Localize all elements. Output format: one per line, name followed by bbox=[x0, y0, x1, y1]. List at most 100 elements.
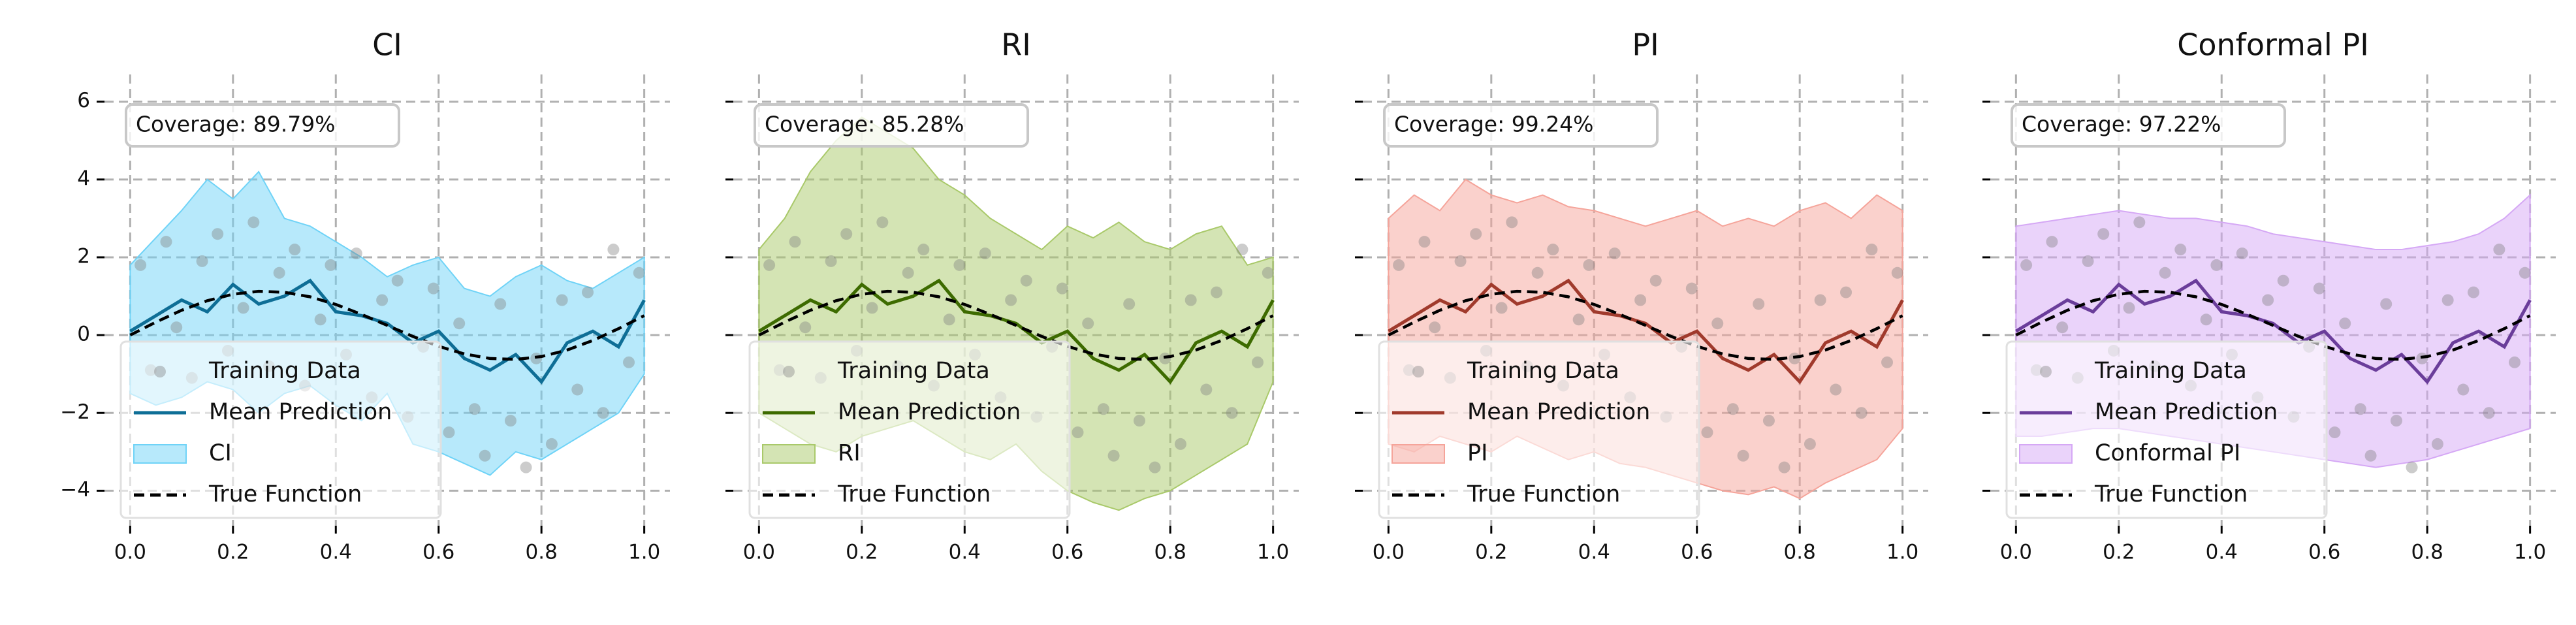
training-point bbox=[1866, 244, 1878, 256]
training-point bbox=[2380, 298, 2393, 310]
training-point bbox=[1393, 259, 1405, 271]
training-point bbox=[2354, 403, 2366, 415]
x-tick-label: 0.0 bbox=[2000, 541, 2032, 564]
training-point bbox=[2056, 321, 2069, 334]
training-point bbox=[289, 244, 301, 256]
legend-label: True Function bbox=[208, 481, 362, 507]
training-point bbox=[247, 216, 260, 229]
true-function-line bbox=[129, 289, 645, 361]
annotation-box bbox=[125, 103, 400, 148]
annotation-box bbox=[2011, 103, 2286, 148]
x-tick-label: 0.0 bbox=[114, 541, 146, 564]
x-tick-label: 0.8 bbox=[526, 541, 558, 564]
x-tick-label: 0.8 bbox=[2411, 541, 2443, 564]
true-function-line bbox=[1388, 289, 1903, 361]
training-point bbox=[2236, 248, 2248, 260]
training-point bbox=[1123, 298, 1136, 310]
legend-label: Training Data bbox=[208, 358, 361, 384]
coverage-annotation: Coverage: 97.22% bbox=[2022, 112, 2221, 137]
training-point bbox=[170, 321, 183, 334]
training-point bbox=[607, 244, 620, 256]
legend-marker bbox=[133, 444, 187, 464]
training-point bbox=[1572, 313, 1585, 326]
training-point bbox=[2097, 228, 2110, 240]
x-tick-label: 1.0 bbox=[2514, 541, 2546, 564]
training-point bbox=[1891, 266, 1903, 279]
training-point bbox=[2123, 302, 2135, 314]
training-point bbox=[2046, 236, 2058, 248]
training-point bbox=[1097, 403, 1109, 415]
training-point bbox=[2509, 356, 2521, 368]
training-point bbox=[2262, 294, 2274, 306]
training-point bbox=[1020, 274, 1032, 287]
training-point bbox=[1056, 282, 1068, 295]
training-point bbox=[2457, 383, 2470, 396]
training-point bbox=[1495, 302, 1508, 314]
y-tick-label: 0 bbox=[77, 323, 90, 346]
training-point bbox=[840, 228, 853, 240]
true-function-line bbox=[758, 289, 1274, 361]
training-point bbox=[633, 266, 645, 279]
legend-marker bbox=[1412, 366, 1424, 377]
training-point bbox=[902, 266, 914, 279]
training-point bbox=[1804, 438, 1816, 450]
subplot-title: RI bbox=[1001, 27, 1031, 63]
training-point bbox=[2313, 282, 2325, 295]
training-point bbox=[1082, 317, 1094, 330]
x-tick-label: 0.0 bbox=[743, 541, 775, 564]
training-point bbox=[2441, 294, 2454, 306]
training-point bbox=[1149, 461, 1161, 473]
training-point bbox=[597, 407, 609, 419]
training-point bbox=[196, 255, 208, 267]
subplot: Conformal PI 0.0 0.2 0.4 0.6 0.8 1.0 Coverage: … bbox=[1982, 27, 2556, 564]
training-point bbox=[1814, 294, 1826, 306]
training-point bbox=[943, 313, 955, 326]
training-point bbox=[1649, 274, 1662, 287]
training-point bbox=[1701, 426, 1713, 439]
x-tick-label: 0.6 bbox=[2308, 541, 2340, 564]
training-point bbox=[545, 438, 558, 450]
training-point bbox=[1185, 294, 1197, 306]
training-point bbox=[2210, 259, 2223, 271]
training-point bbox=[789, 236, 801, 248]
training-point bbox=[1726, 403, 1739, 415]
training-point bbox=[1470, 228, 1482, 240]
x-tick-label: 0.2 bbox=[2103, 541, 2135, 564]
training-point bbox=[2200, 313, 2212, 326]
training-point bbox=[443, 426, 455, 439]
x-tick-label: 0.2 bbox=[846, 541, 878, 564]
training-point bbox=[2329, 426, 2341, 439]
training-point bbox=[1107, 449, 1120, 462]
training-point bbox=[453, 317, 466, 330]
legend-label: True Function bbox=[837, 481, 991, 507]
training-point bbox=[376, 294, 389, 306]
training-point bbox=[1881, 356, 1894, 368]
coverage-annotation: Coverage: 89.79% bbox=[136, 112, 336, 137]
training-point bbox=[520, 461, 532, 473]
true-function-line bbox=[2015, 289, 2531, 361]
training-point bbox=[866, 302, 878, 314]
training-point bbox=[571, 383, 584, 396]
y-tick-label: 6 bbox=[77, 89, 90, 112]
legend-marker bbox=[2040, 366, 2052, 377]
training-point bbox=[1685, 282, 1698, 295]
training-point bbox=[2519, 266, 2531, 279]
legend-label: RI bbox=[838, 440, 861, 466]
training-point bbox=[1762, 415, 1775, 427]
y-tick-label: −4 bbox=[60, 478, 90, 502]
x-tick-label: 0.4 bbox=[949, 541, 981, 564]
training-point bbox=[1072, 426, 1084, 439]
training-point bbox=[1005, 294, 1017, 306]
training-point bbox=[314, 313, 326, 326]
subplot: RI 0.0 0.2 0.4 0.6 0.8 1.0 Coverage: 85.28% Trai… bbox=[725, 27, 1299, 564]
training-point bbox=[623, 356, 635, 368]
training-point bbox=[1200, 383, 1213, 396]
training-point bbox=[1634, 294, 1647, 306]
training-point bbox=[1252, 356, 1264, 368]
coverage-annotation: Coverage: 99.24% bbox=[1394, 112, 1594, 137]
legend-marker bbox=[762, 444, 816, 464]
training-point bbox=[953, 259, 966, 271]
training-point bbox=[979, 248, 991, 260]
training-point bbox=[2493, 244, 2505, 256]
training-point bbox=[350, 248, 362, 260]
